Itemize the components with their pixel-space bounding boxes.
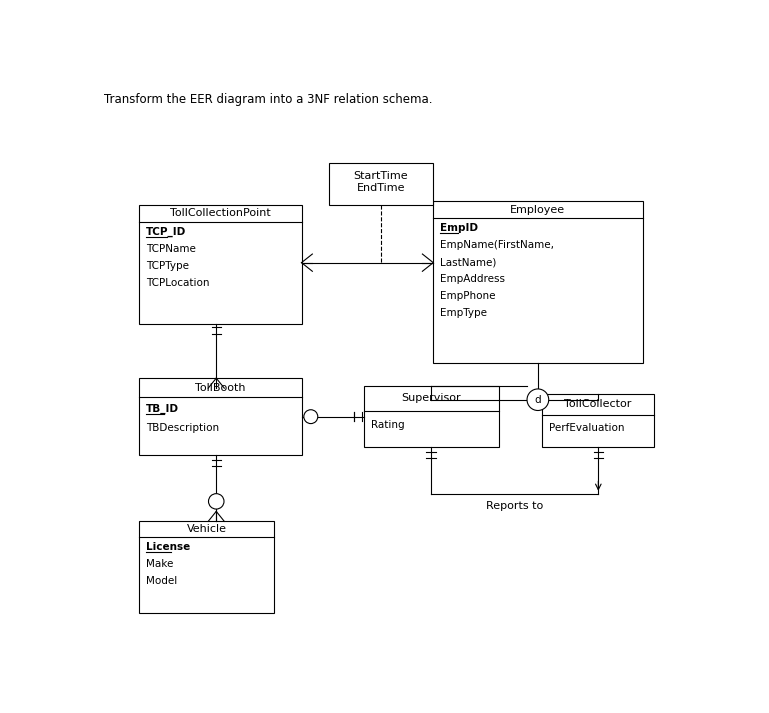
Text: TCPName: TCPName	[146, 245, 196, 255]
Text: TollCollector: TollCollector	[564, 399, 631, 409]
Text: TB_ID: TB_ID	[146, 404, 179, 414]
Text: TBDescription: TBDescription	[146, 424, 219, 434]
Text: LastName): LastName)	[441, 257, 497, 267]
Bar	[138, 520, 275, 613]
Bar	[328, 163, 433, 205]
Text: PerfEvaluation: PerfEvaluation	[549, 423, 624, 433]
Text: EmpID: EmpID	[441, 223, 478, 233]
Text: Model: Model	[146, 576, 177, 586]
Text: EmpAddress: EmpAddress	[441, 275, 505, 284]
Text: Rating: Rating	[371, 420, 404, 430]
Text: EmpType: EmpType	[441, 309, 488, 319]
Ellipse shape	[527, 389, 549, 411]
Text: TCPLocation: TCPLocation	[146, 278, 209, 288]
Text: TollBooth: TollBooth	[195, 383, 245, 393]
Text: Reports to: Reports to	[486, 501, 543, 511]
Bar	[364, 386, 499, 448]
Text: License: License	[146, 543, 190, 553]
Ellipse shape	[304, 410, 318, 424]
Text: TCP_ID: TCP_ID	[146, 227, 186, 237]
Bar	[138, 205, 301, 324]
Text: Transform the EER diagram into a 3NF relation schema.: Transform the EER diagram into a 3NF rel…	[104, 93, 432, 106]
Text: Employee: Employee	[511, 205, 565, 215]
Ellipse shape	[208, 493, 224, 509]
Text: TollCollectionPoint: TollCollectionPoint	[170, 208, 271, 218]
Text: EmpName(FirstName,: EmpName(FirstName,	[441, 240, 554, 250]
Text: Make: Make	[146, 559, 173, 569]
Bar	[138, 378, 301, 455]
Text: Supervisor: Supervisor	[401, 393, 461, 403]
Text: EmpPhone: EmpPhone	[441, 292, 496, 302]
Bar	[433, 201, 643, 363]
Text: StartTime
EndTime: StartTime EndTime	[354, 170, 408, 193]
Text: Vehicle: Vehicle	[187, 524, 227, 534]
Text: d: d	[534, 395, 541, 405]
Bar	[541, 394, 654, 448]
Text: TCPType: TCPType	[146, 261, 189, 271]
